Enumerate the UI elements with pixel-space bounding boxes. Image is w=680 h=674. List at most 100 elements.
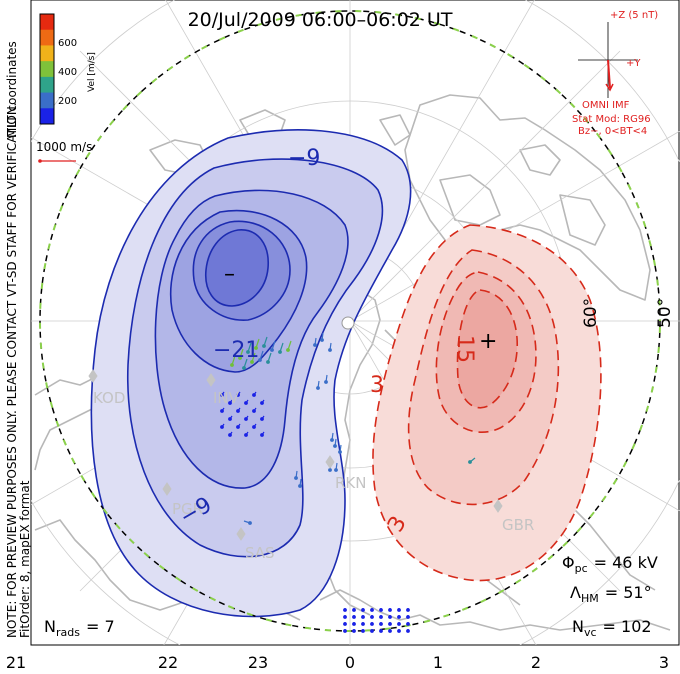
mlt-tick-3: 3 bbox=[659, 653, 669, 672]
velocity-vector-origin bbox=[250, 360, 254, 364]
mlt-tick-23: 23 bbox=[248, 653, 268, 672]
velocity-vector-origin bbox=[379, 608, 383, 612]
velocity-vector-origin bbox=[406, 615, 410, 619]
n-vectors: Nvc = 102 bbox=[572, 617, 652, 639]
velocity-vector-origin bbox=[406, 608, 410, 612]
velocity-vector-origin bbox=[468, 460, 472, 464]
velocity-vector-origin bbox=[361, 622, 365, 626]
station-sas: SAS bbox=[245, 544, 275, 562]
velocity-vector-origin bbox=[220, 409, 224, 413]
velocity-vector-origin bbox=[228, 417, 232, 421]
station-labels: KOD INV PGR SAS RKN GBR bbox=[93, 389, 534, 562]
velocity-vector-origin bbox=[397, 615, 401, 619]
colorbar-tick-600: 600 bbox=[58, 38, 77, 49]
velocity-vector-origin bbox=[370, 629, 374, 633]
velocity-vector-origin bbox=[330, 438, 334, 442]
velocity-vector-origin bbox=[406, 622, 410, 626]
velocity-vector-origin bbox=[370, 608, 374, 612]
velocity-vector-origin bbox=[370, 622, 374, 626]
velocity-vector-origin bbox=[343, 608, 347, 612]
velocity-vector-origin bbox=[220, 425, 224, 429]
velocity-vector-origin bbox=[286, 348, 290, 352]
velocity-vector-origin bbox=[242, 366, 246, 370]
velocity-vector-origin bbox=[260, 433, 264, 437]
min-marker: – bbox=[224, 262, 235, 287]
velocity-vector-origin bbox=[397, 622, 401, 626]
velocity-vector-origin bbox=[262, 344, 266, 348]
colorbar-segment bbox=[40, 76, 54, 94]
imf-stat-mod: Stat Mod: RG96 bbox=[572, 114, 651, 125]
velocity-vector-origin bbox=[294, 476, 298, 480]
map-title: 20/Jul/2009 06:00–06:02 UT bbox=[188, 9, 453, 31]
velocity-vector-origin bbox=[388, 608, 392, 612]
imf-dial bbox=[578, 22, 638, 98]
colorbar-tick-200: 200 bbox=[58, 96, 77, 107]
velocity-vector-origin bbox=[328, 348, 332, 352]
velocity-ref-arrow bbox=[38, 159, 76, 163]
velocity-vector-origin bbox=[370, 615, 374, 619]
velocity-vector-origin bbox=[266, 360, 270, 364]
velocity-vector-origin bbox=[352, 615, 356, 619]
mlt-coords-note: MLT coordinates bbox=[5, 41, 19, 138]
velocity-vector-origin bbox=[298, 484, 302, 488]
mlt-tick-2: 2 bbox=[531, 653, 541, 672]
velocity-vector-origin bbox=[252, 393, 256, 397]
pole-dot bbox=[341, 316, 355, 330]
imf-omni-label: OMNI IMF bbox=[582, 100, 630, 111]
max-marker: + bbox=[479, 329, 497, 354]
velocity-vector-origin bbox=[388, 629, 392, 633]
colorbar-label: Vel [m/s] bbox=[87, 52, 97, 92]
positive-potential-cell bbox=[372, 224, 602, 582]
velocity-vector-origin bbox=[248, 521, 252, 525]
velocity-vector-origin bbox=[228, 433, 232, 437]
station-kod: KOD bbox=[93, 389, 125, 407]
velocity-vector-origin bbox=[379, 629, 383, 633]
mlt-axis: 21 22 23 0 1 2 3 bbox=[6, 653, 669, 672]
svg-text:Nrads= 7: Nrads = 7 bbox=[44, 617, 115, 639]
contour-label-minus9-top: −9 bbox=[288, 146, 320, 171]
velocity-vector-origin bbox=[388, 615, 392, 619]
velocity-vector-origin bbox=[260, 417, 264, 421]
imf-text: +Z (5 nT) +Y OMNI IMF Stat Mod: RG96 Bz−… bbox=[572, 10, 658, 137]
colorbar-segment bbox=[40, 45, 54, 62]
velocity-vector-origin bbox=[388, 622, 392, 626]
svg-text:ΛHM= 51°: ΛHM = 51° bbox=[570, 583, 652, 605]
svg-text:Nvc= 102: Nvc = 102 bbox=[572, 617, 652, 639]
svg-text:Φpc= 46 kV: Φpc = 46 kV bbox=[562, 553, 658, 575]
colorbar-ticks: 200 400 600 bbox=[58, 38, 77, 107]
velocity-vector-origin bbox=[397, 608, 401, 612]
velocity-vector-origin bbox=[379, 622, 383, 626]
velocity-vector-origin bbox=[238, 356, 242, 360]
station-rkn: RKN bbox=[335, 474, 366, 492]
velocity-vector-origin bbox=[328, 468, 332, 472]
velocity-vectors bbox=[220, 332, 476, 633]
velocity-vector-origin bbox=[324, 380, 328, 384]
station-gbr: GBR bbox=[502, 516, 534, 534]
velocity-vector-origin bbox=[352, 629, 356, 633]
velocity-vector-origin bbox=[244, 433, 248, 437]
station-pgr: PGR bbox=[172, 500, 203, 518]
velocity-vector-origin bbox=[361, 629, 365, 633]
velocity-vector-origin bbox=[252, 409, 256, 413]
colorbar-frame bbox=[39, 13, 55, 125]
velocity-vector-origin bbox=[252, 425, 256, 429]
mlt-tick-21: 21 bbox=[6, 653, 26, 672]
velocity-vector-origin bbox=[313, 343, 317, 347]
contour-label-3-upper: 3 bbox=[370, 373, 384, 398]
velocity-vector-origin bbox=[343, 629, 347, 633]
velocity-vector-origin bbox=[361, 615, 365, 619]
colorbar-segment bbox=[40, 108, 54, 125]
velocity-vector-origin bbox=[244, 401, 248, 405]
hm-boundary-green bbox=[39, 10, 661, 632]
mlt-tick-1: 1 bbox=[433, 653, 443, 672]
velocity-vector-origin bbox=[220, 393, 224, 397]
velocity-vector-origin bbox=[361, 608, 365, 612]
velocity-vector-origin bbox=[236, 409, 240, 413]
velocity-vector-origin bbox=[254, 346, 258, 350]
lat-label-60: 60° bbox=[581, 298, 601, 328]
station-markers bbox=[88, 369, 503, 541]
contour-label-15: 15 bbox=[452, 335, 477, 363]
colorbar-segment bbox=[40, 29, 54, 46]
mlt-tick-0: 0 bbox=[345, 653, 355, 672]
